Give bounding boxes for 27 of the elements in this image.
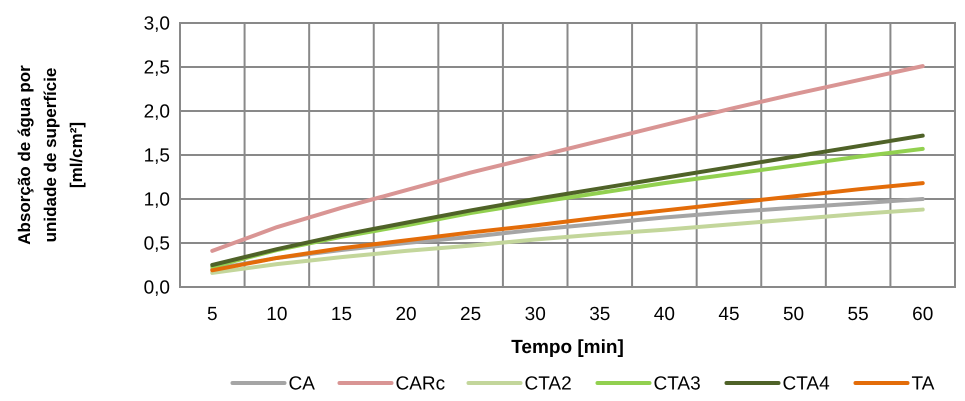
x-tick-label: 5	[207, 304, 218, 325]
x-axis-title: Tempo [min]	[511, 337, 624, 358]
y-tick-label: 3,0	[144, 14, 170, 35]
x-tick-label: 35	[589, 304, 610, 325]
x-tick-label: 50	[782, 304, 804, 325]
x-tick-label: 15	[330, 304, 352, 325]
y-tick-label: 0,0	[144, 278, 170, 299]
y-tick-label: 1,0	[144, 190, 170, 211]
legend-label: CTA4	[782, 374, 830, 395]
legend-label: CTA3	[654, 374, 701, 395]
x-tick-label: 45	[718, 304, 740, 325]
x-tick-label: 40	[654, 304, 675, 325]
x-tick-label: 25	[460, 304, 482, 325]
x-tick-label: 30	[524, 304, 546, 325]
x-tick-label: 20	[395, 304, 417, 325]
y-tick-label: 2,0	[144, 102, 170, 123]
y-axis-title: Absorção de água por unidade de superfície [ml/cm²]	[15, 64, 86, 245]
legend-label: TA	[912, 374, 935, 395]
x-tick-label: 55	[848, 304, 869, 325]
x-tick-label: 60	[912, 304, 934, 325]
y-tick-label: 1,5	[144, 146, 170, 167]
legend-label: CA	[288, 374, 316, 395]
legend-label: CARc	[396, 374, 446, 395]
legend-label: CTA2	[524, 374, 572, 395]
y-tick-label: 2,5	[144, 58, 170, 79]
y-tick-label: 0,5	[144, 234, 170, 255]
x-tick-label: 10	[266, 304, 288, 325]
